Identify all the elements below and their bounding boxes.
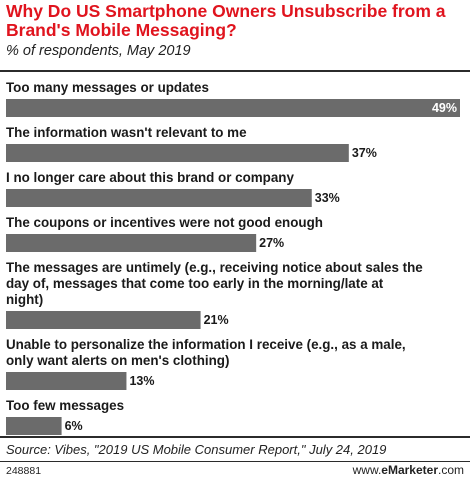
category-label: The information wasn't relevant to me [6, 125, 247, 140]
value-label: 33% [315, 191, 340, 205]
category-label: only want alerts on men's clothing) [6, 353, 229, 368]
bar [6, 144, 349, 162]
bar [6, 311, 201, 329]
category-label: I no longer care about this brand or com… [6, 170, 294, 185]
footer-divider [0, 461, 470, 462]
chart-subtitle: % of respondents, May 2019 [6, 43, 191, 59]
value-label: 37% [352, 146, 377, 160]
brand-suffix: .com [437, 463, 464, 477]
source-note: Source: Vibes, "2019 US Mobile Consumer … [6, 442, 387, 457]
bar [6, 417, 62, 435]
category-label: Too many messages or updates [6, 80, 209, 95]
bar [6, 372, 127, 390]
value-label: 13% [129, 374, 154, 388]
value-label: 21% [204, 313, 229, 327]
value-label: 49% [432, 101, 457, 115]
category-label: The coupons or incentives were not good … [6, 215, 323, 230]
bar [6, 234, 257, 252]
brand-name: eMarketer [381, 463, 438, 477]
chart-id: 248881 [6, 465, 42, 477]
top-divider [0, 70, 470, 72]
chart-title: Why Do US Smartphone Owners Unsubscribe … [6, 1, 446, 40]
category-label: day of, messages that come too early in … [6, 276, 384, 291]
brand-prefix: www. [352, 463, 382, 477]
category-label: Unable to personalize the information I … [6, 337, 406, 352]
bottom-divider [0, 436, 470, 438]
bar [6, 99, 460, 117]
bar [6, 189, 312, 207]
value-label: 6% [65, 419, 83, 433]
category-label: The messages are untimely (e.g., receivi… [6, 260, 423, 275]
category-label: night) [6, 292, 43, 307]
brand-logo[interactable]: www.eMarketer.com [353, 463, 464, 477]
bar-chart: Too many messages or updates 49% The infor… [6, 80, 460, 435]
category-label: Too few messages [6, 398, 124, 413]
value-label: 27% [259, 236, 284, 250]
